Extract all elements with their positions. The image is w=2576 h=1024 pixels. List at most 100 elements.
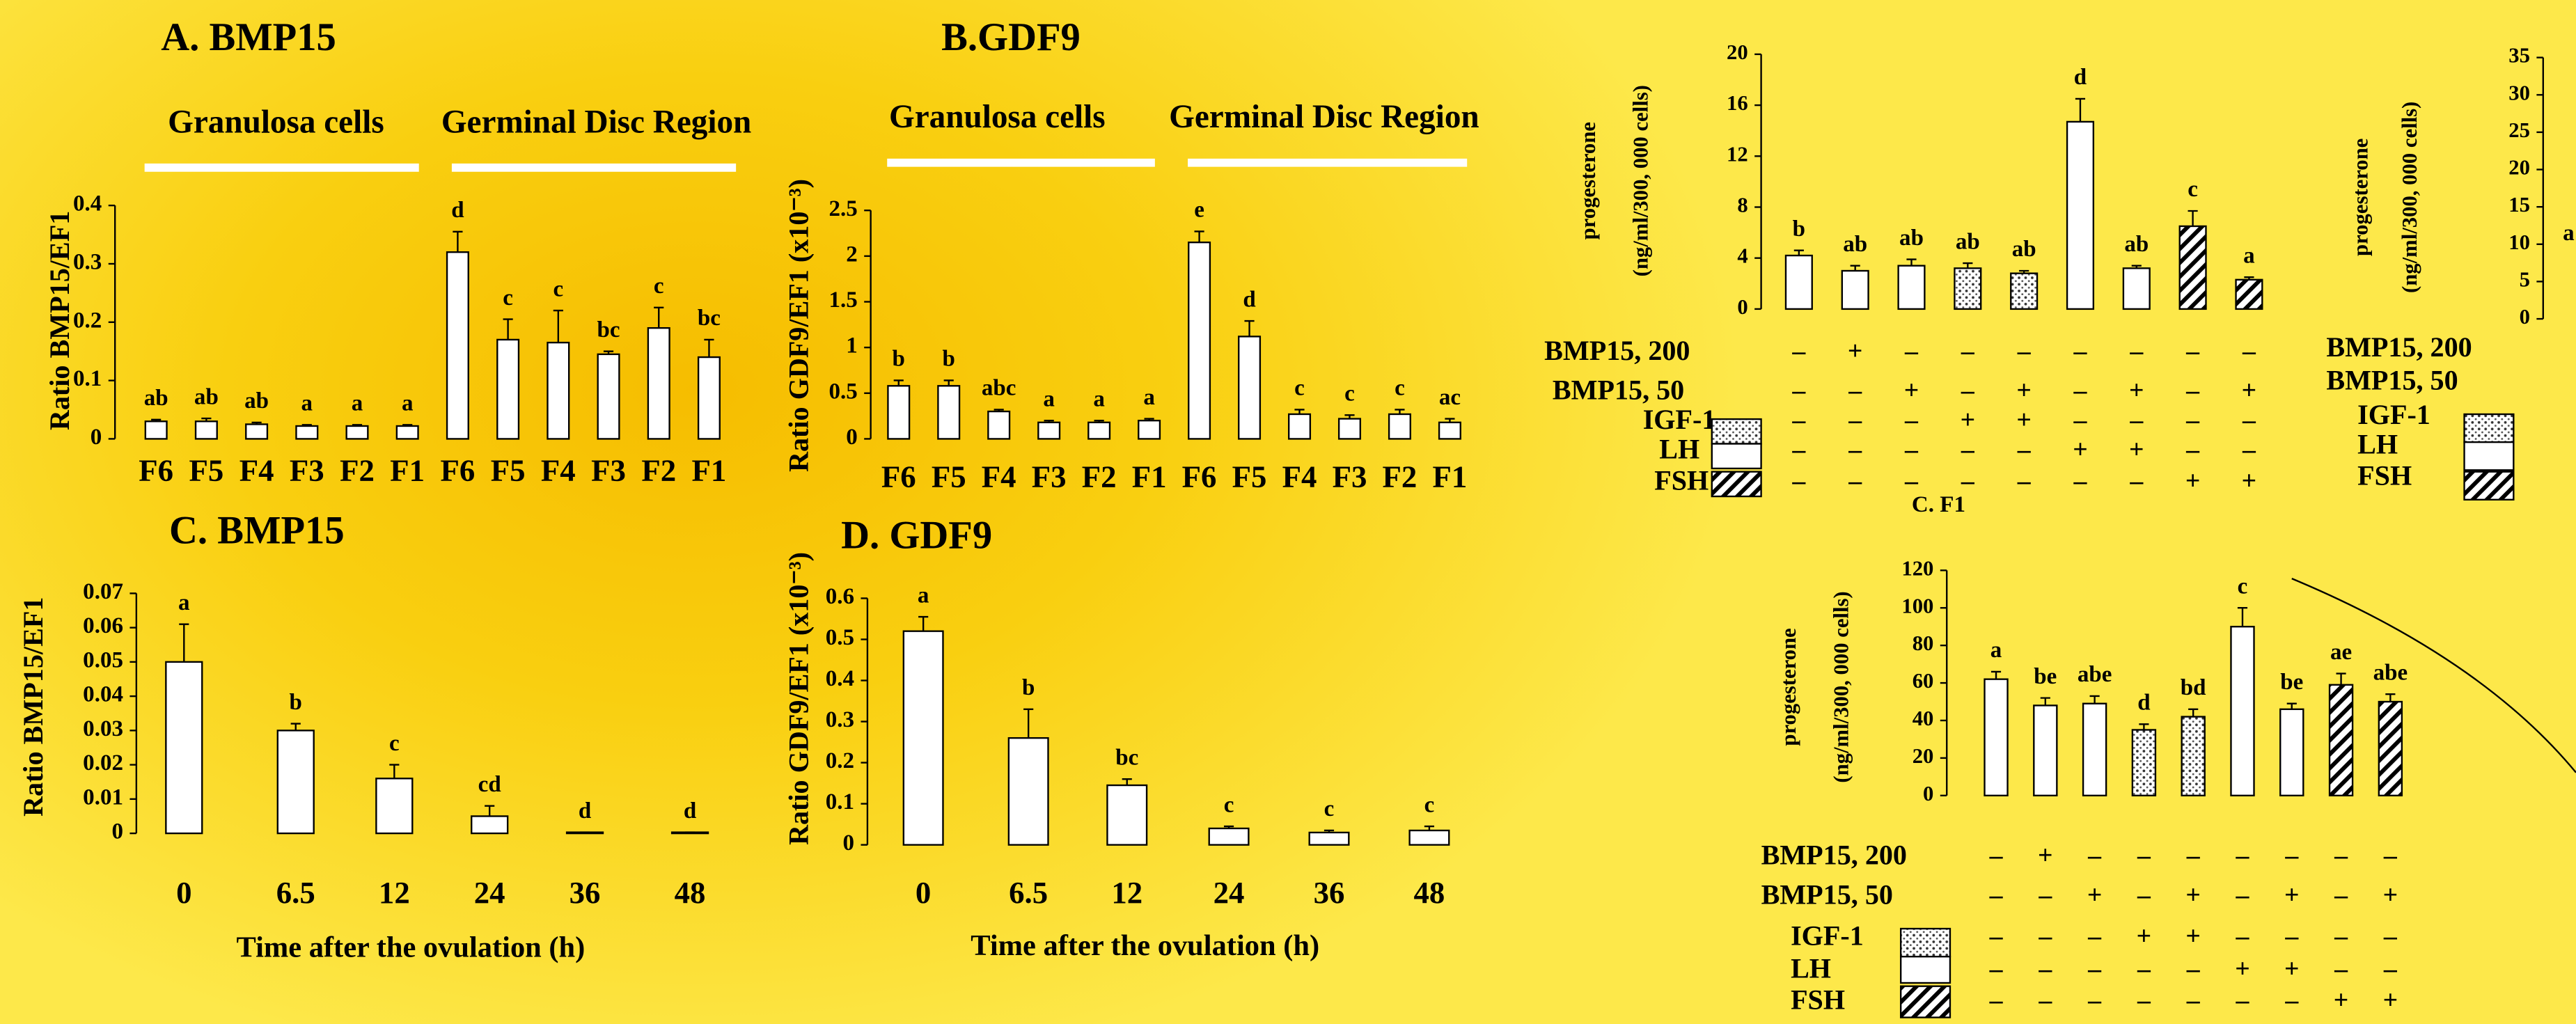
bar — [647, 326, 670, 440]
treatment-mark: – — [1791, 435, 1806, 464]
treatment-mark: + — [1961, 405, 1976, 434]
bar — [547, 341, 570, 440]
error-bar — [1793, 249, 1804, 256]
x-tick-label: F1 — [1433, 459, 1468, 494]
significance-label: a — [1093, 386, 1105, 411]
significance-label: a — [1143, 385, 1155, 410]
treatment-name: BMP15, 50 — [1553, 375, 1684, 406]
bar — [276, 730, 315, 835]
x-tick-label: 12 — [379, 875, 410, 910]
treatment-mark: + — [2038, 841, 2053, 870]
x-tick-label: F1 — [390, 452, 425, 487]
x-tick-label: F4 — [1282, 459, 1317, 494]
bar — [597, 353, 620, 440]
x-tick-label: F4 — [982, 459, 1016, 494]
bar — [1037, 421, 1061, 440]
bar — [1337, 418, 1362, 440]
bar — [295, 425, 319, 440]
significance-label: b — [893, 347, 905, 372]
bar — [395, 425, 419, 440]
bar — [345, 425, 369, 440]
y-axis-label: (ng/ml/300, 000 cells) — [1830, 591, 1853, 782]
treatment-mark: + — [2129, 435, 2144, 464]
bar — [887, 385, 911, 440]
error-bar — [943, 379, 954, 386]
y-tick-label: 120 — [1901, 556, 1933, 580]
treatment-mark: – — [2185, 435, 2200, 464]
treatment-mark: – — [1989, 881, 2004, 910]
treatment-mark: – — [2242, 336, 2256, 365]
treatment-mark: – — [1961, 466, 1975, 496]
x-tick-label: F1 — [692, 452, 727, 487]
y-tick-label: 0.4 — [73, 191, 102, 216]
x-axis-label: Time after the ovulation (h) — [971, 929, 1319, 962]
y-tick-label: 0 — [111, 819, 123, 844]
treatment-mark: – — [1791, 376, 1806, 405]
error-bar — [2075, 97, 2086, 122]
treatment-mark: – — [2038, 986, 2052, 1015]
y-axis-label: progesterone — [1576, 122, 1600, 239]
y-tick-label: 0 — [846, 425, 858, 450]
group-label: Germinal Disc Region — [441, 104, 751, 140]
significance-label: a — [2563, 221, 2575, 246]
error-bar — [2286, 702, 2297, 709]
y-tick-label: 0.1 — [826, 789, 854, 814]
error-bar — [1344, 414, 1355, 419]
y-tick-label: 1.5 — [828, 287, 857, 313]
y-tick-label: 2 — [846, 242, 858, 267]
treatment-mark: + — [2284, 954, 2300, 984]
error-bar — [1144, 418, 1154, 421]
treatment-mark: – — [2334, 841, 2348, 870]
error-bar — [1906, 258, 1917, 266]
treatment-name: IGF-1 — [2357, 399, 2430, 430]
significance-label: a — [918, 583, 929, 608]
y-axis-label: Ratio GDF9/EF1 (x10⁻³) — [783, 552, 815, 845]
treatment-mark: – — [2186, 841, 2201, 870]
y-tick-label: 10 — [2508, 230, 2530, 254]
treatment-mark: – — [1848, 466, 1862, 496]
group-label: Germinal Disc Region — [1169, 99, 1479, 135]
error-bar — [1424, 825, 1435, 830]
bar — [2131, 729, 2157, 796]
y-axis-label: progesterone — [1777, 628, 1800, 746]
bar — [2328, 684, 2354, 796]
error-bar — [301, 424, 312, 426]
error-bar — [1990, 670, 2002, 679]
bar — [1408, 829, 1450, 846]
significance-label: d — [1243, 287, 1255, 312]
x-tick-label: F3 — [1032, 459, 1067, 494]
bar — [937, 385, 961, 440]
x-tick-label: F4 — [239, 452, 274, 487]
y-tick-label: 0.5 — [826, 625, 854, 650]
significance-label: a — [1043, 386, 1055, 411]
treatment-mark: – — [2073, 405, 2088, 434]
x-tick-label: 36 — [570, 875, 601, 910]
chart-title: C. BMP15 — [169, 509, 345, 552]
treatment-mark: – — [2334, 881, 2348, 910]
treatment-mark: – — [2038, 881, 2052, 910]
treatment-mark: + — [2242, 466, 2257, 496]
significance-label: d — [684, 798, 696, 824]
bar — [1208, 827, 1250, 846]
error-bar — [453, 230, 463, 253]
chart-title: D. GDF9 — [841, 514, 992, 557]
significance-label: bc — [597, 317, 620, 342]
error-bar — [1294, 409, 1305, 414]
error-bar — [553, 309, 563, 343]
x-tick-label: F2 — [1082, 459, 1117, 494]
bar — [1106, 784, 1148, 846]
bar — [902, 630, 944, 846]
significance-label: c — [654, 274, 664, 299]
treatment-name: BMP15, 200 — [1761, 840, 1907, 871]
treatment-mark: – — [2185, 376, 2200, 405]
y-tick-label: 0.04 — [83, 682, 123, 707]
bar — [1238, 336, 1262, 440]
significance-label: b — [290, 690, 302, 715]
y-tick-label: 0.05 — [83, 647, 123, 672]
significance-label: c — [1324, 796, 1335, 821]
group-label: Granulosa cells — [889, 99, 1106, 135]
treatment-mark: – — [2017, 336, 2032, 365]
x-tick-label: 6.5 — [276, 875, 315, 910]
significance-label: ac — [1439, 385, 1461, 410]
significance-label: d — [2074, 65, 2087, 90]
